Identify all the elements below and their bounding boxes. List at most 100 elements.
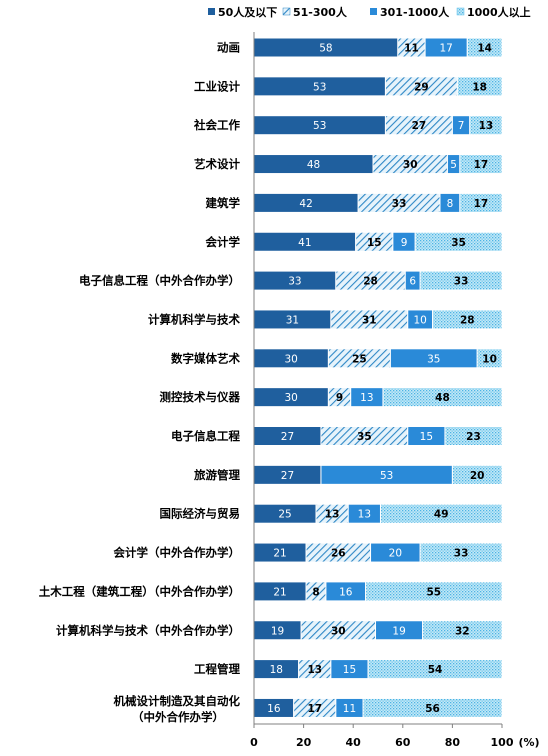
data-label: 33 bbox=[454, 276, 469, 288]
data-label: 5 bbox=[450, 159, 457, 171]
data-label: 48 bbox=[307, 159, 320, 171]
data-label: 21 bbox=[273, 548, 286, 560]
data-label: 11 bbox=[404, 43, 419, 55]
x-axis-unit: (%) bbox=[518, 736, 539, 749]
data-label: 33 bbox=[392, 198, 407, 210]
data-label: 28 bbox=[460, 314, 475, 326]
category-label: 电子信息工程（中外合作办学） bbox=[79, 274, 240, 288]
category-label: 建筑学 bbox=[206, 196, 241, 210]
category-label: 会计学 bbox=[205, 235, 241, 249]
data-label: 17 bbox=[474, 198, 489, 210]
data-label: 9 bbox=[336, 392, 343, 404]
x-tick-label: 60 bbox=[395, 736, 411, 749]
data-label: 7 bbox=[458, 120, 465, 132]
bar-segment bbox=[459, 192, 503, 213]
data-label: 23 bbox=[466, 431, 481, 443]
data-label: 55 bbox=[426, 586, 441, 598]
data-label: 35 bbox=[357, 431, 372, 443]
data-label: 8 bbox=[447, 198, 454, 210]
data-label: 6 bbox=[409, 276, 416, 288]
category-label: 工业设计 bbox=[194, 79, 240, 93]
data-label: 53 bbox=[313, 81, 326, 93]
data-label: 42 bbox=[299, 198, 312, 210]
category-label: 土木工程（建筑工程）（中外合作办学） bbox=[39, 584, 240, 598]
category-label: 旅游管理 bbox=[194, 468, 240, 482]
x-tick-label: 100 bbox=[491, 736, 514, 749]
data-label: 53 bbox=[313, 120, 326, 132]
data-label: 9 bbox=[401, 237, 408, 249]
data-label: 17 bbox=[307, 703, 322, 715]
data-label: 30 bbox=[285, 392, 298, 404]
data-label: 18 bbox=[472, 81, 487, 93]
data-label: 31 bbox=[286, 314, 299, 326]
bar-segment bbox=[456, 76, 503, 97]
data-label: 30 bbox=[285, 353, 298, 365]
category-label: 社会工作 bbox=[193, 118, 240, 132]
bar-segment bbox=[379, 503, 503, 524]
data-label: 33 bbox=[454, 548, 469, 560]
data-label: 21 bbox=[273, 586, 286, 598]
category-label: 动画 bbox=[217, 41, 240, 55]
data-label: 35 bbox=[451, 237, 466, 249]
data-label: 20 bbox=[470, 470, 485, 482]
legend-label: 51-300人 bbox=[293, 5, 348, 19]
data-label: 28 bbox=[363, 276, 378, 288]
data-label: 20 bbox=[389, 548, 402, 560]
data-label: 48 bbox=[435, 392, 450, 404]
bar-series-group: 58 11 17 14 53 29 18 53 27 7 13 48 30 5 17 42 33 8 17 41 15 9… bbox=[253, 37, 503, 718]
bar-segment bbox=[362, 697, 503, 718]
bar-segment bbox=[414, 231, 503, 252]
bar-segment bbox=[367, 659, 503, 680]
data-label: 13 bbox=[360, 392, 373, 404]
data-label: 18 bbox=[270, 664, 283, 676]
bar-segment bbox=[432, 309, 503, 330]
data-label: 25 bbox=[352, 353, 367, 365]
x-tick-label: 80 bbox=[445, 736, 461, 749]
category-label: 计算机科学与技术 bbox=[148, 312, 240, 326]
category-label: 测控技术与仪器 bbox=[160, 390, 241, 404]
data-label: 30 bbox=[403, 159, 418, 171]
data-label: 53 bbox=[380, 470, 393, 482]
bar-segment bbox=[419, 542, 503, 563]
data-label: 10 bbox=[482, 353, 497, 365]
bar-segment bbox=[466, 37, 503, 58]
x-axis: 0 20 40 60 80 100 (%) bbox=[250, 32, 540, 749]
data-label: 16 bbox=[339, 586, 353, 598]
category-label: 会计学（中外合作办学） bbox=[113, 546, 241, 560]
category-label: 机械设计制造及其自动化 bbox=[114, 694, 241, 708]
category-label: 数字媒体艺术 bbox=[171, 351, 240, 365]
category-labels: 动画工业设计社会工作艺术设计建筑学会计学电子信息工程（中外合作办学）计算机科学与… bbox=[39, 41, 241, 724]
legend-swatch bbox=[370, 8, 377, 15]
data-label: 19 bbox=[271, 625, 284, 637]
data-label: 31 bbox=[362, 314, 377, 326]
data-label: 15 bbox=[367, 237, 382, 249]
data-label: 13 bbox=[479, 120, 494, 132]
data-label: 29 bbox=[414, 81, 429, 93]
legend-label: 301-1000人 bbox=[380, 5, 450, 19]
data-label: 49 bbox=[434, 509, 449, 521]
data-label: 54 bbox=[428, 664, 443, 676]
data-label: 56 bbox=[425, 703, 440, 715]
data-label: 17 bbox=[474, 159, 489, 171]
bar-segment bbox=[382, 387, 503, 408]
data-label: 14 bbox=[477, 43, 492, 55]
legend-swatch bbox=[282, 7, 291, 16]
data-label: 15 bbox=[343, 664, 356, 676]
data-label: 58 bbox=[319, 43, 332, 55]
bar-segment bbox=[365, 581, 503, 602]
category-label: 工程管理 bbox=[194, 662, 240, 676]
data-label: 27 bbox=[412, 120, 427, 132]
chart-legend: 50人及以下 51-300人 301-1000人 1000人以上 bbox=[208, 5, 531, 19]
bar-segment bbox=[419, 270, 503, 291]
data-label: 10 bbox=[413, 314, 426, 326]
data-label: 19 bbox=[392, 625, 405, 637]
legend-swatch bbox=[456, 7, 465, 16]
legend-label: 1000人以上 bbox=[467, 5, 531, 19]
bar-segment bbox=[469, 115, 503, 136]
data-label: 33 bbox=[288, 276, 301, 288]
legend-label: 50人及以下 bbox=[218, 5, 277, 19]
data-label: 41 bbox=[298, 237, 311, 249]
bar-segment bbox=[476, 348, 503, 369]
data-label: 13 bbox=[325, 509, 340, 521]
